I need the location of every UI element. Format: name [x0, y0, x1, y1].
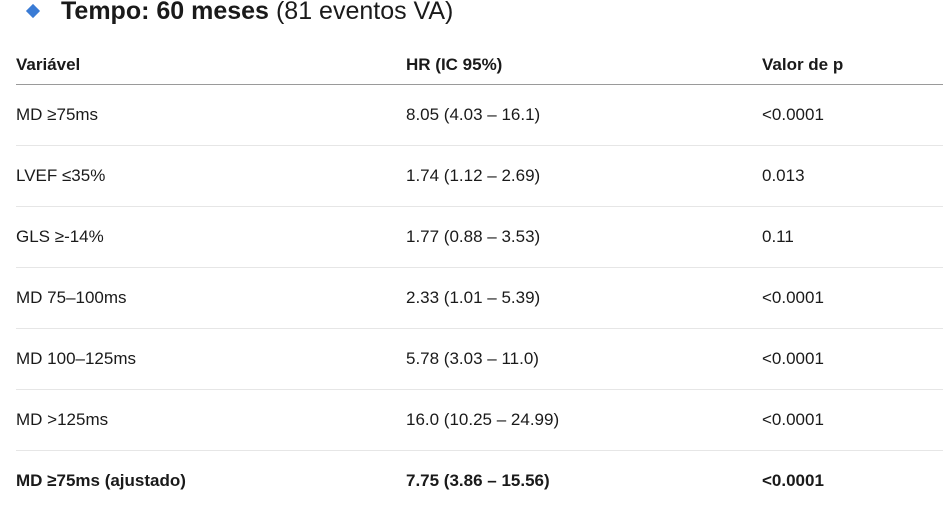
table-cell: 1.74 (1.12 – 2.69): [406, 146, 762, 207]
table-cell: 0.11: [762, 207, 943, 268]
page: {"heading": {"title": "Tempo: 60 meses",…: [0, 0, 943, 499]
page-body: Tempo: 60 meses (81 eventos VA) Variável…: [0, 0, 943, 499]
table-cell: MD >125ms: [16, 390, 406, 451]
table-row: MD ≥75ms (ajustado)7.75 (3.86 – 15.56)<0…: [16, 451, 943, 511]
table-cell: 7.75 (3.86 – 15.56): [406, 451, 762, 511]
table-cell: <0.0001: [762, 268, 943, 329]
table-cell: 1.77 (0.88 – 3.53): [406, 207, 762, 268]
table-cell: <0.0001: [762, 451, 943, 511]
heading-title: Tempo: 60 meses: [61, 0, 269, 26]
table-cell: 0.013: [762, 146, 943, 207]
bullet-icon: [26, 4, 40, 18]
column-header: HR (IC 95%): [406, 45, 762, 85]
table-cell: GLS ≥-14%: [16, 207, 406, 268]
table-row: LVEF ≤35%1.74 (1.12 – 2.69)0.013: [16, 146, 943, 207]
table-cell: 5.78 (3.03 – 11.0): [406, 329, 762, 390]
table-cell: LVEF ≤35%: [16, 146, 406, 207]
column-header: Variável: [16, 45, 406, 85]
heading-subtitle: (81 eventos VA): [276, 0, 453, 26]
table-cell: <0.0001: [762, 390, 943, 451]
table-cell: 8.05 (4.03 – 16.1): [406, 85, 762, 146]
column-header: Valor de p: [762, 45, 943, 85]
table-cell: 2.33 (1.01 – 5.39): [406, 268, 762, 329]
table-cell: 16.0 (10.25 – 24.99): [406, 390, 762, 451]
table-cell: MD ≥75ms (ajustado): [16, 451, 406, 511]
table-cell: MD 75–100ms: [16, 268, 406, 329]
table-cell: <0.0001: [762, 329, 943, 390]
table-cell: MD 100–125ms: [16, 329, 406, 390]
table-cell: <0.0001: [762, 85, 943, 146]
section-heading: Tempo: 60 meses (81 eventos VA): [28, 0, 453, 28]
table-row: GLS ≥-14%1.77 (0.88 – 3.53)0.11: [16, 207, 943, 268]
table-cell: MD ≥75ms: [16, 85, 406, 146]
